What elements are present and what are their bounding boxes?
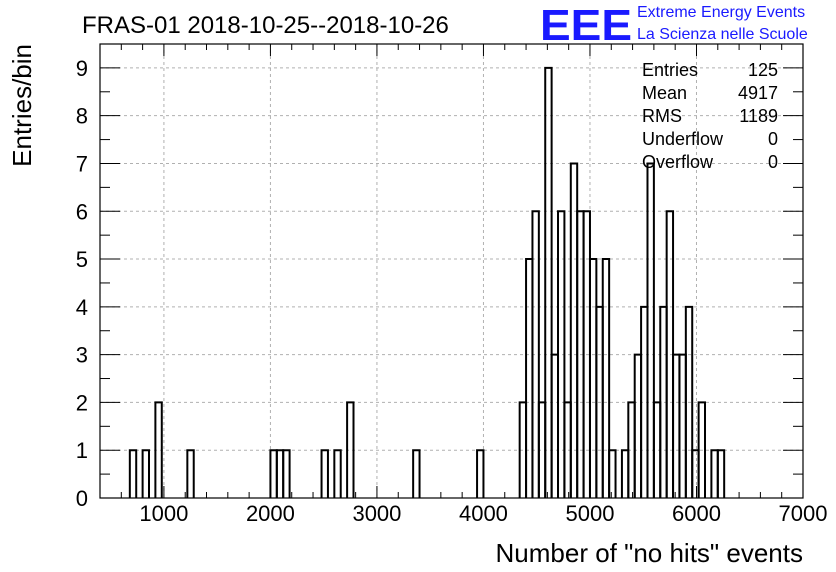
eee-logo: EEE Extreme Energy Events La Scienza nel… [540,1,808,50]
stats-label-underflow: Underflow [642,129,724,149]
x-tick-label: 7000 [779,501,828,526]
stats-label-mean: Mean [642,83,687,103]
stats-label-overflow: Overflow [642,152,714,172]
y-tick-label: 0 [76,486,88,511]
histogram-bin [282,449,291,498]
histogram-bin [412,449,421,498]
y-tick-label: 5 [76,247,88,272]
histogram-bin [141,449,150,498]
histogram-bin [128,449,138,498]
y-tick-label: 4 [76,295,88,320]
y-tick-label: 6 [76,199,88,224]
histogram-bin [608,449,617,498]
y-tick-label: 1 [76,438,88,463]
x-tick-label: 1000 [139,501,188,526]
histogram-bin [544,66,553,498]
histogram-bin [186,449,195,498]
histogram-bin [346,401,355,498]
histogram-bars [128,66,726,498]
plot-frame [99,43,804,499]
stats-value-entries: 125 [748,60,778,80]
y-tick-label: 7 [76,151,88,176]
y-axis-label: Entries/bin [7,44,37,167]
stats-value-rms: 1189 [739,106,778,126]
y-tick-label: 8 [76,104,88,129]
x-tick-label: 6000 [672,501,721,526]
stats-label-rms: RMS [642,106,682,126]
stats-value-overflow: 0 [768,152,778,172]
axis-ticks [99,44,804,499]
histogram-bin [646,162,655,498]
logo-mark: EEE [540,1,632,50]
histogram-bin [476,449,485,498]
logo-line-1: Extreme Energy Events [637,4,805,21]
stats-value-mean: 4917 [738,83,778,103]
stats-label-entries: Entries [642,60,698,80]
histogram-bin [601,258,611,498]
y-tick-label: 9 [76,56,88,81]
x-tick-labels: 1000 2000 3000 4000 5000 6000 7000 [139,501,827,526]
histogram-bin [320,449,329,498]
histogram-bin [697,401,707,498]
histogram-bin [531,210,540,498]
stats-value-underflow: 0 [768,129,778,149]
histogram-bin [557,210,566,498]
x-tick-label: 3000 [352,501,401,526]
histogram-bin [333,449,342,498]
y-tick-label: 2 [76,390,88,415]
stats-box: Entries 125 Mean 4917 RMS 1189 Underflow… [642,60,778,172]
y-tick-label: 3 [76,343,88,368]
x-tick-label: 2000 [246,501,295,526]
histogram-bin [716,449,726,498]
histogram-bin [154,401,163,498]
grid-lines [100,44,804,498]
x-tick-label: 5000 [565,501,614,526]
x-axis-label: Number of "no hits" events [496,538,804,568]
x-tick-label: 4000 [459,501,508,526]
y-tick-labels: 0 1 2 3 4 5 6 7 8 9 [76,56,88,511]
histogram-bin [684,305,694,498]
logo-line-2: La Scienza nelle Scuole [637,26,808,43]
chart-title: FRAS-01 2018-10-25--2018-10-26 [82,12,449,39]
